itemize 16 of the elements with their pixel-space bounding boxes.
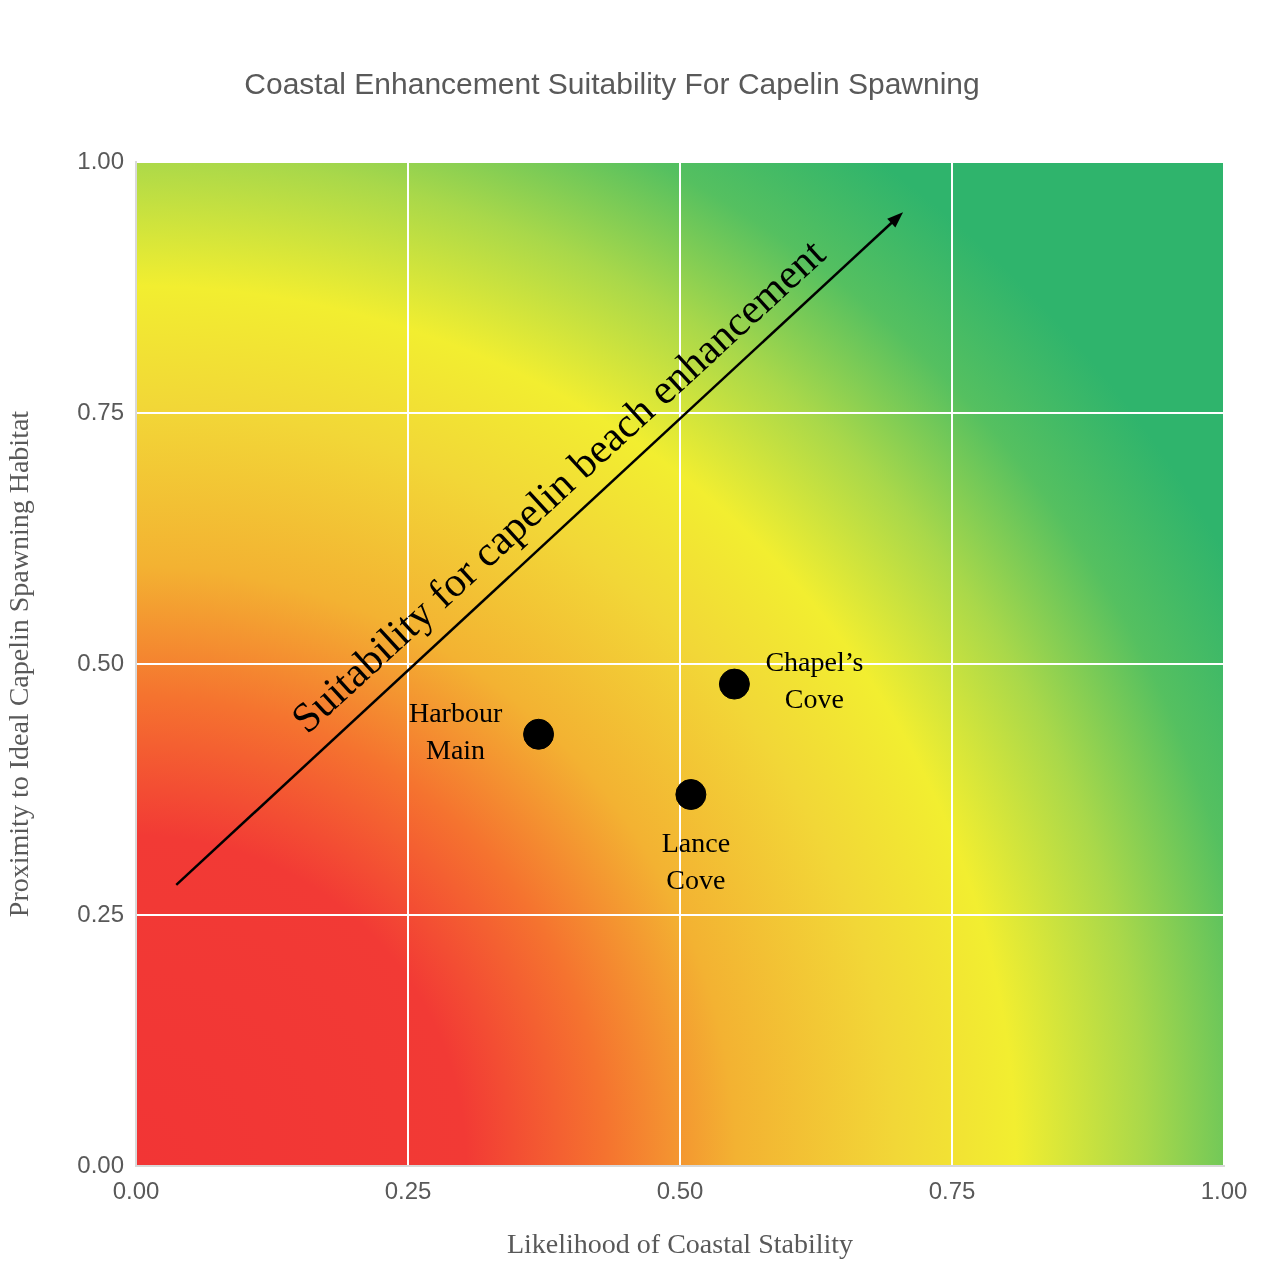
x-tick-label: 1.00 [1200,1177,1248,1205]
x-axis-title: Likelihood of Coastal Stability [506,1227,854,1259]
point [718,668,750,700]
y-tick-label: 0.75 [77,397,124,425]
point [675,779,707,811]
x-tick-label: 0.00 [112,1177,160,1205]
y-tick-label: 1.00 [77,146,124,174]
point [523,718,555,750]
chart-title: Coastal Enhancement Suitability For Capelin Spawning [244,67,980,101]
x-tick-label: 0.75 [928,1177,976,1205]
y-tick-label: 0.50 [77,648,124,676]
y-tick-label: 0.00 [77,1150,124,1178]
y-tick-label: 0.25 [77,899,124,927]
y-axis-title: Proximity to Ideal Capelin Spawning Habitat [3,410,35,918]
x-tick-label: 0.25 [384,1177,432,1205]
x-tick-label: 0.50 [656,1177,704,1205]
